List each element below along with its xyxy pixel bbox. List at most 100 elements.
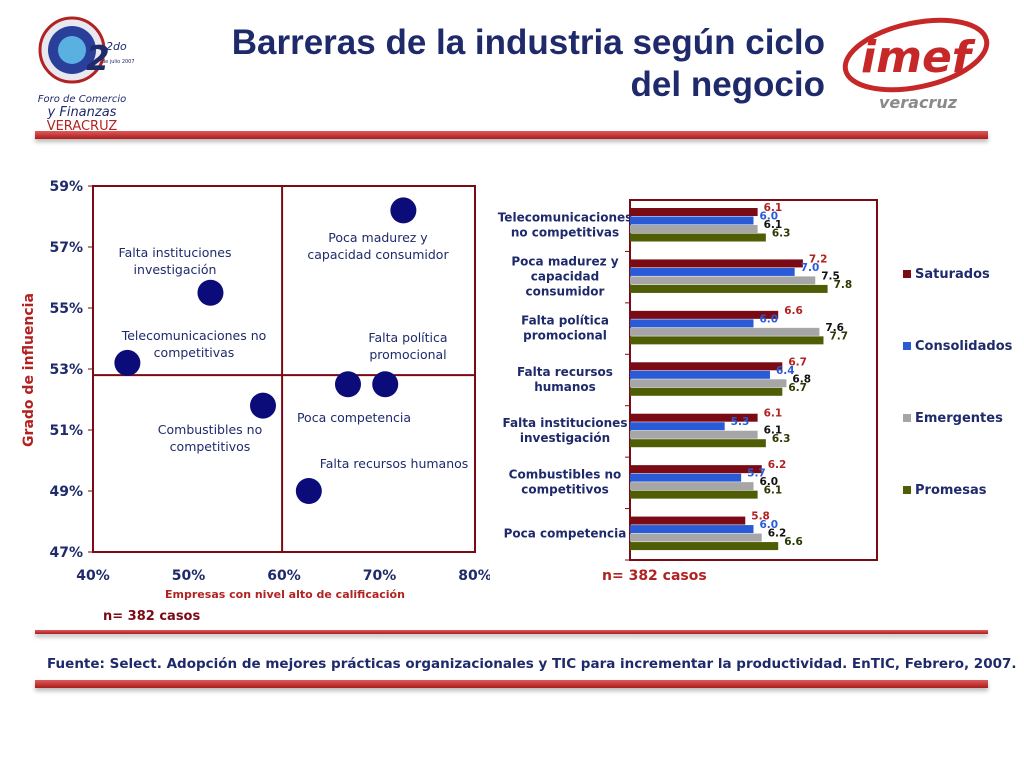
bar-emergentes xyxy=(630,482,754,491)
scatter-xtick-label: 80% xyxy=(458,568,490,584)
bar-value-label: 5.3 xyxy=(731,416,750,428)
bar-value-label: 6.6 xyxy=(784,305,803,317)
bar-value-label: 6.4 xyxy=(776,365,795,377)
bar-value-label: 7.0 xyxy=(801,262,820,274)
imef-brand: imef xyxy=(861,32,976,83)
scatter-xtick-label: 40% xyxy=(76,568,110,584)
scatter-point-label: Falta política promocional xyxy=(368,330,447,362)
bar-category-label: Telecomunicaciones no competitivas xyxy=(498,211,633,240)
bar-emergentes xyxy=(630,379,787,388)
foro-line1: Foro de Comercio xyxy=(38,94,126,105)
scatter-xtick-label: 70% xyxy=(363,568,397,584)
scatter-note: n= 382 casos xyxy=(103,609,200,624)
bar-emergentes xyxy=(630,225,758,233)
header-divider xyxy=(35,131,988,139)
title-line-2: del negocio xyxy=(630,65,825,104)
foro-line2: y Finanzas xyxy=(47,105,117,120)
scatter-point xyxy=(249,392,276,419)
bar-category-label: Poca madurez y capacidad consumidor xyxy=(511,254,618,298)
bar-value-label: 6.1 xyxy=(764,219,783,231)
bar-category-label: Falta instituciones investigación xyxy=(503,416,628,445)
bar-value-label: 6.2 xyxy=(768,528,787,540)
bar-value-label: 6.1 xyxy=(764,202,783,214)
foro-2do-logo-icon: 2 xyxy=(38,16,110,84)
bar-category-label: Falta recursos humanos xyxy=(517,365,613,394)
title-line-1: Barreras de la industria según ciclo xyxy=(231,23,825,62)
bar-saturados xyxy=(630,516,746,525)
footer-divider xyxy=(35,680,988,688)
imef-logo-icon xyxy=(842,17,990,93)
scatter-xtick-label: 60% xyxy=(267,568,301,584)
bar-value-label: 5.8 xyxy=(751,511,770,523)
bar-consolidados xyxy=(630,422,725,431)
bar-category-label: Falta política promocional xyxy=(521,313,609,342)
scatter-point xyxy=(372,371,399,398)
scatter-point-label: Poca madurez y capacidad consumidor xyxy=(307,230,449,262)
bar-saturados xyxy=(630,259,803,268)
bar-value-label: 7.6 xyxy=(825,322,844,334)
scatter-point xyxy=(114,349,141,376)
bar-consolidados xyxy=(630,319,754,328)
scatter-ylabel: Grado de influencia xyxy=(21,293,37,447)
bar-value-label: 7.7 xyxy=(829,330,848,342)
bar-value-label: 6.3 xyxy=(772,433,791,445)
legend-swatch xyxy=(903,414,911,422)
scatter-ytick-label: 47% xyxy=(49,545,83,561)
scatter-ytick-label: 55% xyxy=(49,301,83,317)
bar-value-label: 7.5 xyxy=(821,270,840,282)
bar-value-label: 7.8 xyxy=(834,279,853,291)
foro-badge: 2do xyxy=(106,40,127,53)
foro-badge-sub: de julio 2007 xyxy=(102,59,135,65)
bar-value-label: 6.3 xyxy=(772,228,791,240)
bar-promesas xyxy=(630,233,766,242)
bar-category-label: Poca competencia xyxy=(504,527,627,541)
bar-value-label: 6.7 xyxy=(788,356,807,368)
bar-emergentes xyxy=(630,276,816,285)
bar-saturados xyxy=(630,465,762,474)
scatter-ytick-label: 51% xyxy=(49,423,83,439)
bar-value-label: 5.7 xyxy=(747,468,766,480)
bar-emergentes xyxy=(630,533,762,542)
bar-value-label: 6.0 xyxy=(760,519,779,531)
scatter-point-label: Falta recursos humanos xyxy=(320,456,469,471)
bar-value-label: 6.8 xyxy=(792,373,811,385)
bar-saturados xyxy=(630,208,758,216)
scatter-xtick-label: 50% xyxy=(172,568,206,584)
legend-swatch xyxy=(903,342,911,350)
svg-text:2: 2 xyxy=(86,39,110,79)
bar-consolidados xyxy=(630,267,795,276)
bar-saturados xyxy=(630,310,779,319)
foro-line3: VERACRUZ xyxy=(47,119,118,133)
legend-swatch xyxy=(903,270,911,278)
footer-top-divider xyxy=(35,630,988,634)
scatter-ytick-label: 59% xyxy=(49,179,83,195)
scatter-point xyxy=(390,197,417,224)
legend-label: Consolidados xyxy=(915,339,1013,354)
bar-saturados xyxy=(630,413,758,422)
legend-label: Promesas xyxy=(915,483,987,498)
scatter-ytick-label: 57% xyxy=(49,240,83,256)
bar-category-label: Combustibles no competitivos xyxy=(509,468,622,497)
legend-label: Saturados xyxy=(915,267,990,282)
scatter-point-label: Poca competencia xyxy=(297,410,411,425)
bar-value-label: 6.0 xyxy=(760,313,779,325)
scatter-point-label: Falta instituciones investigación xyxy=(119,245,232,277)
bar-value-label: 6.1 xyxy=(764,485,783,497)
bar-value-label: 6.0 xyxy=(760,476,779,488)
imef-logo: imef veracruz xyxy=(842,17,990,112)
scatter-point-label: Telecomunicaciones no competitivas xyxy=(121,328,267,360)
legend-swatch xyxy=(903,486,911,494)
source-note: Fuente: Select. Adopción de mejores prác… xyxy=(47,656,1017,672)
bar-saturados xyxy=(630,362,783,371)
bar-consolidados xyxy=(630,216,754,225)
imef-sub: veracruz xyxy=(879,93,958,112)
bar-value-label: 6.2 xyxy=(768,459,787,471)
bar-consolidados xyxy=(630,473,742,482)
bar-value-label: 6.7 xyxy=(788,382,807,394)
bar-value-label: 7.2 xyxy=(809,253,828,265)
bar-promesas xyxy=(630,284,828,293)
scatter-point xyxy=(334,371,361,398)
legend-label: Emergentes xyxy=(915,411,1003,426)
scatter-point-label: Combustibles no competitivos xyxy=(158,422,262,454)
bar-value-label: 6.1 xyxy=(764,408,783,420)
